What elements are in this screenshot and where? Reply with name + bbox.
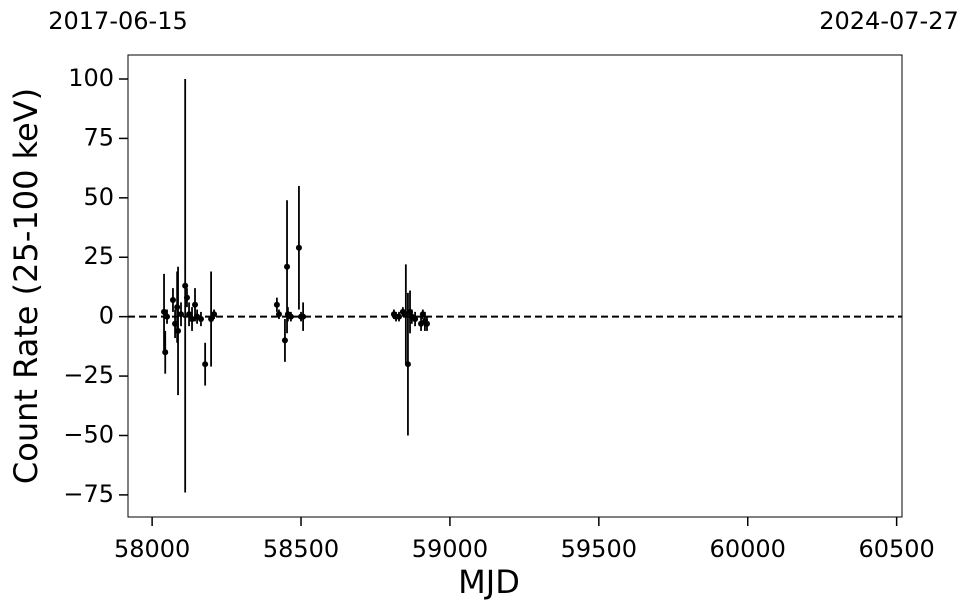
data-point xyxy=(178,311,185,318)
data-point xyxy=(287,313,294,320)
data-point xyxy=(175,327,182,334)
data-point xyxy=(273,301,280,308)
x-tick-label: 58000 xyxy=(114,535,190,563)
data-point xyxy=(396,313,403,320)
data-point xyxy=(164,313,171,320)
data-point xyxy=(300,313,307,320)
data-point xyxy=(192,301,199,308)
x-tick-label: 60000 xyxy=(710,535,786,563)
x-tick-label: 59500 xyxy=(561,535,637,563)
top-date-label: 2024-07-27 xyxy=(819,7,958,35)
data-point xyxy=(284,263,291,270)
data-point xyxy=(186,311,193,318)
data-point xyxy=(189,316,196,323)
y-tick-label: −75 xyxy=(63,480,114,508)
data-point xyxy=(404,361,411,368)
y-tick-label: 50 xyxy=(83,183,114,211)
x-tick-label: 60500 xyxy=(858,535,934,563)
data-point xyxy=(169,297,176,304)
data-point xyxy=(423,320,430,327)
y-tick-label: 0 xyxy=(99,302,114,330)
data-point xyxy=(162,349,169,356)
data-point xyxy=(211,311,218,318)
x-axis-label: MJD xyxy=(458,563,520,601)
data-point xyxy=(182,282,189,289)
x-tick-label: 59000 xyxy=(412,535,488,563)
data-point xyxy=(412,316,419,323)
top-date-label: 2017-06-15 xyxy=(48,7,187,35)
y-tick-label: −50 xyxy=(63,420,114,448)
y-tick-label: 75 xyxy=(83,123,114,151)
data-point xyxy=(197,316,204,323)
data-point xyxy=(208,316,215,323)
data-point xyxy=(183,294,190,301)
data-point xyxy=(295,244,302,251)
plot-frame xyxy=(127,54,903,518)
y-tick-label: 100 xyxy=(68,64,114,92)
data-point xyxy=(275,311,282,318)
y-tick-label: −25 xyxy=(63,361,114,389)
y-axis-label: Count Rate (25-100 keV) xyxy=(7,88,45,484)
y-tick-label: 25 xyxy=(83,242,114,270)
data-point xyxy=(161,308,168,315)
data-point xyxy=(281,337,288,344)
x-tick-label: 58500 xyxy=(263,535,339,563)
data-point xyxy=(202,361,209,368)
